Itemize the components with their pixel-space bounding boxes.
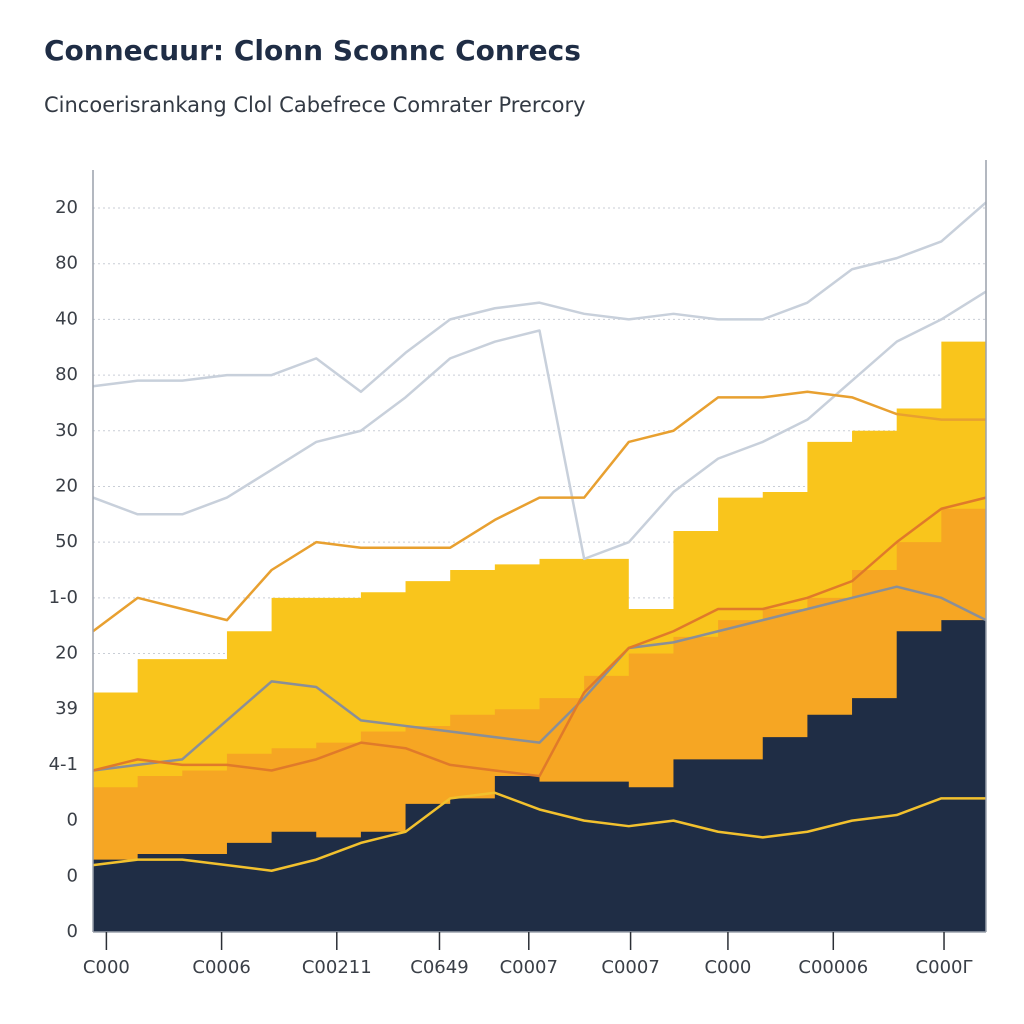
line [92, 390, 986, 633]
y-tick-label: 1-0 [49, 587, 78, 608]
y-tick-label: 20 [55, 643, 78, 664]
y-tick-label: 40 [55, 308, 78, 329]
x-tick-label: C0649 [410, 957, 468, 978]
x-tick-label: C000 [704, 957, 751, 978]
y-tick-label: 39 [55, 698, 78, 719]
y-tick-label: 30 [55, 420, 78, 441]
x-tick-label: C00211 [302, 957, 372, 978]
line [92, 791, 986, 872]
x-tick-label: C0007 [500, 957, 558, 978]
x-tick-label: C000Γ [916, 957, 973, 978]
plot-area: 0 0 0 4-1 39 20 1-0 50 20 30 80 40 80 20 C000 C0006 C002… [49, 160, 987, 978]
x-tick-label: C0007 [601, 957, 659, 978]
chart-title: Connecuur: Clonn Sconnc Conrecs [44, 34, 581, 67]
chart-subtitle: Cincoerisrankang Clol Cabefrece Comrater… [44, 93, 586, 117]
y-tick-label: 50 [55, 531, 78, 552]
y-tick-label: 0 [67, 921, 78, 942]
y-tick-label: 0 [67, 810, 78, 831]
x-tick-label: C0006 [192, 957, 250, 978]
y-tick-label: 80 [55, 364, 78, 385]
line [92, 290, 987, 561]
x-tick-label: C000 [83, 957, 130, 978]
area [93, 558, 986, 932]
y-tick-label: 20 [55, 475, 78, 496]
line [92, 585, 987, 772]
line [92, 496, 987, 778]
y-tick-label: 80 [55, 253, 78, 274]
y-tick-label: 20 [55, 197, 78, 218]
x-tick-label: C00006 [798, 957, 868, 978]
y-tick-label: 0 [67, 865, 78, 886]
line [92, 201, 987, 394]
y-tick-label: 4-1 [49, 754, 78, 775]
